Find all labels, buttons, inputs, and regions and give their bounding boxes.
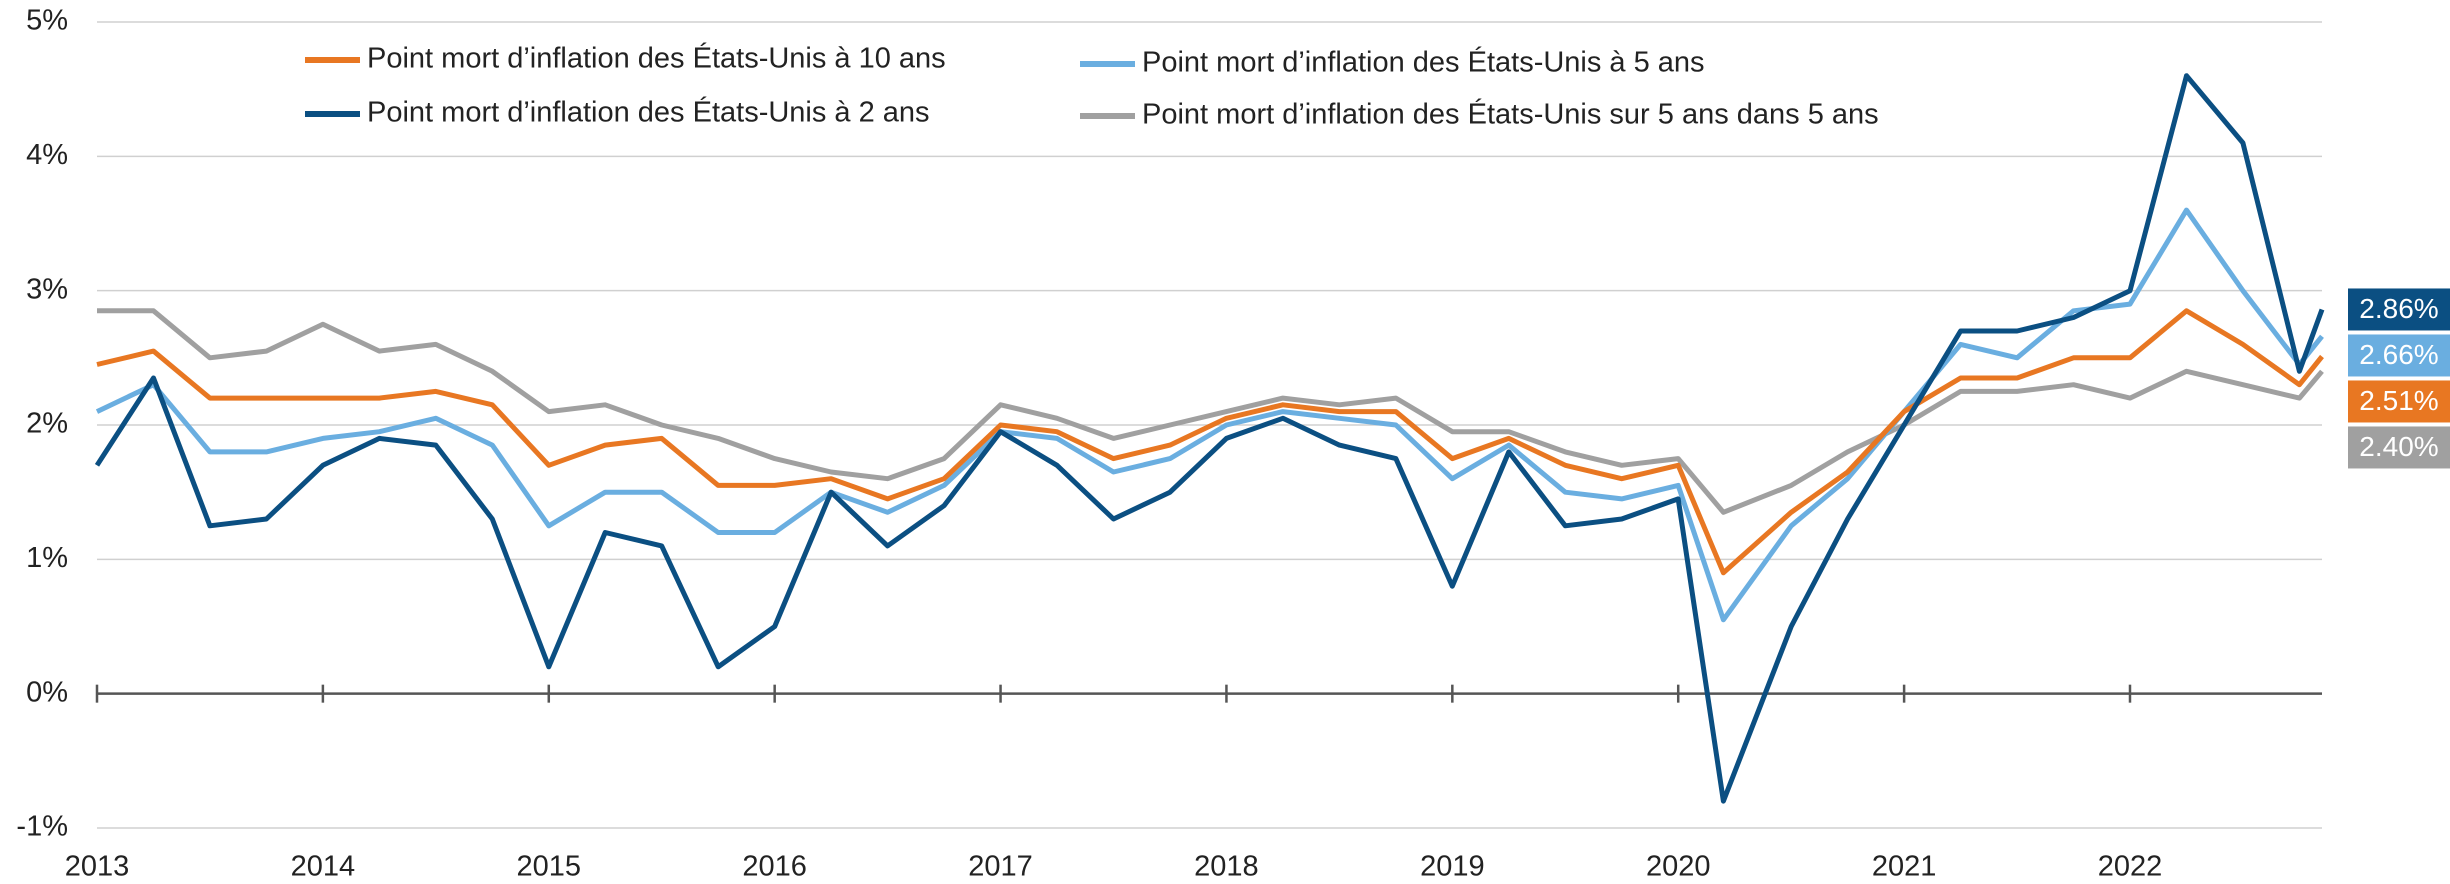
x-tick-label: 2022: [2098, 851, 2163, 883]
legend-label: Point mort d’inflation des États-Unis à …: [1142, 46, 1705, 79]
x-tick-label: 2013: [65, 851, 130, 883]
y-tick-label: 4%: [26, 139, 68, 171]
end-label-text: 2.66%: [2359, 339, 2438, 370]
x-tick-label: 2015: [517, 851, 582, 883]
series-line: [94, 73, 2325, 804]
end-label: 2.40%: [2348, 426, 2450, 469]
end-label: 2.86%: [2348, 288, 2450, 331]
x-tick-label: 2017: [968, 851, 1033, 883]
x-tick-label: 2020: [1646, 851, 1711, 883]
x-tick-label: 2014: [291, 851, 356, 883]
end-label-text: 2.86%: [2359, 293, 2438, 324]
series-line: [96, 308, 2324, 576]
end-label-box: [2348, 334, 2450, 377]
legend-label: Point mort d’inflation des États-Unis à …: [367, 96, 930, 129]
x-tick-label: 2019: [1420, 851, 1485, 883]
y-tick-label: 3%: [26, 273, 68, 305]
end-label-text: 2.40%: [2359, 431, 2438, 462]
end-label: 2.51%: [2348, 380, 2450, 423]
series-line: [95, 207, 2324, 623]
end-label: 2.66%: [2348, 334, 2450, 377]
end-label-box: [2348, 380, 2450, 423]
legend-label: Point mort d’inflation des États-Unis à …: [367, 42, 946, 75]
y-tick-label: 0%: [26, 676, 68, 708]
x-tick-label: 2016: [742, 851, 807, 883]
series-line: [97, 308, 2324, 515]
y-tick-label: -1%: [16, 811, 68, 843]
y-tick-label: 5%: [26, 5, 68, 37]
x-tick-label: 2021: [1872, 851, 1937, 883]
end-label-text: 2.51%: [2359, 385, 2438, 416]
x-tick-label: 2018: [1194, 851, 1259, 883]
y-tick-label: 2%: [26, 408, 68, 440]
legend-label: Point mort d’inflation des États-Unis su…: [1142, 98, 1879, 131]
y-tick-label: 1%: [26, 542, 68, 574]
end-label-box: [2348, 288, 2450, 331]
end-label-box: [2348, 426, 2450, 469]
